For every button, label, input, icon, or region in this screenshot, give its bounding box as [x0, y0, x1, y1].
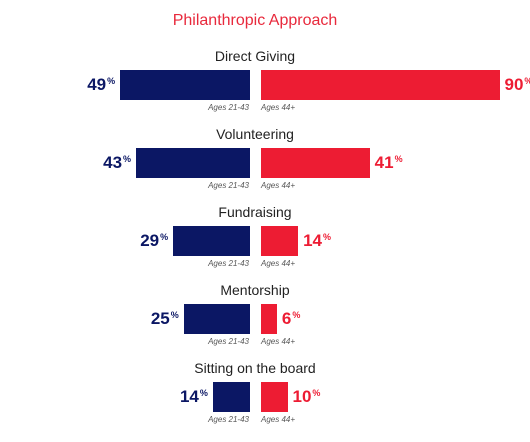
- category-label: Volunteering: [216, 126, 294, 142]
- category-label: Mentorship: [220, 282, 290, 298]
- value-label-ages-21-43: 49%: [87, 70, 115, 100]
- bar-ages-21-43: [212, 382, 250, 412]
- age-label-ages-21-43: Ages 21-43: [208, 337, 249, 346]
- data-label-number: 6: [281, 309, 292, 328]
- data-label-number: 29: [140, 231, 160, 250]
- percent-sign: %: [323, 232, 332, 242]
- data-label-number: 14: [303, 231, 323, 250]
- percent-sign: %: [292, 310, 301, 320]
- data-label-number: 14: [179, 387, 199, 406]
- data-label-number: 43: [103, 153, 123, 172]
- value-label-ages-21-43: 29%: [140, 226, 168, 256]
- percent-sign: %: [160, 232, 169, 242]
- category-label: Sitting on the board: [194, 360, 316, 376]
- value-label-ages-44-plus: 90%: [505, 70, 530, 100]
- category-label: Fundraising: [218, 204, 292, 220]
- bar-ages-44-plus: [261, 304, 277, 334]
- value-label-ages-44-plus: 41%: [375, 148, 403, 178]
- age-label-ages-44-plus: Ages 44+: [261, 337, 296, 346]
- data-label-number: 90: [504, 75, 524, 94]
- percent-sign: %: [170, 310, 179, 320]
- bar-ages-44-plus: [261, 148, 370, 178]
- bar-ages-21-43: [173, 226, 250, 256]
- bar-ages-44-plus: [261, 226, 299, 256]
- bar-ages-44-plus: [261, 70, 500, 100]
- age-label-ages-21-43: Ages 21-43: [208, 415, 249, 424]
- percent-sign: %: [199, 388, 208, 398]
- data-label-number: 41: [374, 153, 394, 172]
- value-label-ages-21-43: 43%: [103, 148, 131, 178]
- age-label-ages-21-43: Ages 21-43: [208, 259, 249, 268]
- chart-title: Philanthropic Approach: [172, 12, 338, 29]
- age-label-ages-21-43: Ages 21-43: [208, 181, 249, 190]
- value-label-ages-21-43: 14%: [180, 382, 208, 412]
- percent-sign: %: [312, 388, 321, 398]
- value-label-ages-44-plus: 10%: [293, 382, 321, 412]
- bar-ages-21-43: [136, 148, 250, 178]
- percent-sign: %: [394, 154, 403, 164]
- value-label-ages-44-plus: 6%: [282, 304, 300, 334]
- age-label-ages-21-43: Ages 21-43: [208, 103, 249, 112]
- data-label-number: 10: [292, 387, 312, 406]
- percent-sign: %: [123, 154, 132, 164]
- percent-sign: %: [524, 76, 530, 86]
- category-label: Direct Giving: [214, 48, 296, 64]
- bar-ages-21-43: [183, 304, 250, 334]
- age-label-ages-44-plus: Ages 44+: [261, 103, 296, 112]
- value-label-ages-44-plus: 14%: [303, 226, 331, 256]
- age-label-ages-44-plus: Ages 44+: [261, 259, 296, 268]
- data-label-number: 49: [87, 75, 107, 94]
- bar-ages-44-plus: [261, 382, 288, 412]
- bar-ages-21-43: [120, 70, 250, 100]
- value-label-ages-21-43: 25%: [151, 304, 179, 334]
- age-label-ages-44-plus: Ages 44+: [261, 181, 296, 190]
- age-label-ages-44-plus: Ages 44+: [261, 415, 296, 424]
- percent-sign: %: [107, 76, 116, 86]
- data-label-number: 25: [150, 309, 170, 328]
